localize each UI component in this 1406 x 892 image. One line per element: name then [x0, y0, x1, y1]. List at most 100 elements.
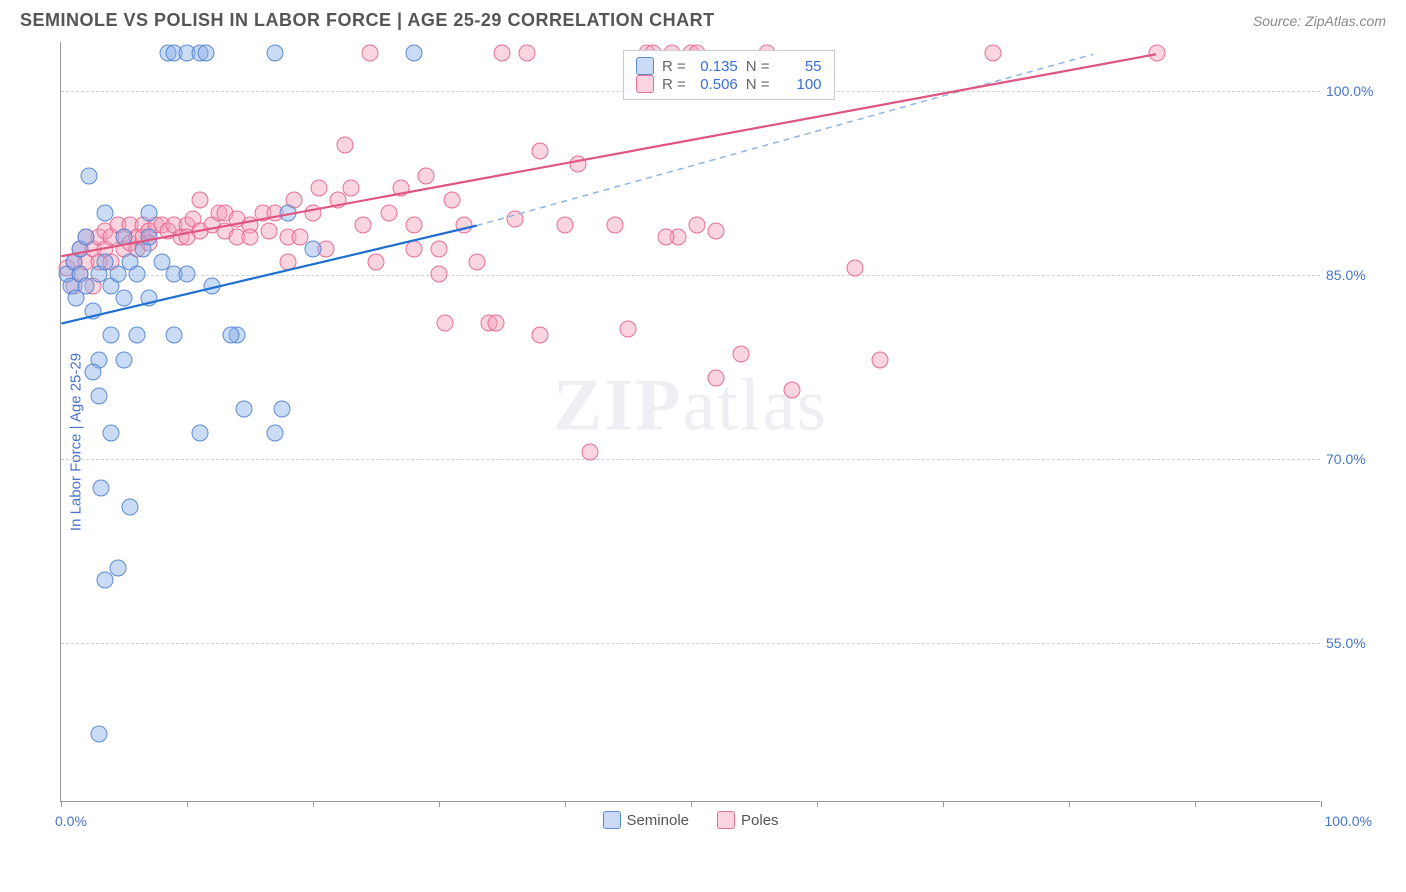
gridline	[61, 643, 1320, 644]
legend-item-poles: Poles	[717, 811, 779, 829]
data-point	[393, 180, 410, 197]
data-point	[431, 241, 448, 258]
data-point	[93, 480, 110, 497]
legend-row-seminole: R = 0.135 N = 55	[636, 57, 822, 75]
watermark-light: atlas	[682, 365, 828, 447]
y-tick-label: 100.0%	[1326, 83, 1378, 99]
data-point	[166, 327, 183, 344]
data-point	[223, 327, 240, 344]
data-point	[361, 45, 378, 62]
data-point	[494, 45, 511, 62]
source-label: Source: ZipAtlas.com	[1253, 13, 1386, 29]
seminole-label: Seminole	[626, 812, 689, 829]
data-point	[531, 327, 548, 344]
data-point	[557, 216, 574, 233]
data-point	[235, 400, 252, 417]
x-axis-label-max: 100.0%	[1325, 813, 1372, 829]
data-point	[90, 725, 107, 742]
seminole-swatch	[636, 57, 654, 75]
legend-row-poles: R = 0.506 N = 100	[636, 75, 822, 93]
data-point	[468, 253, 485, 270]
data-point	[368, 253, 385, 270]
data-point	[242, 229, 259, 246]
data-point	[122, 498, 139, 515]
data-point	[405, 241, 422, 258]
y-tick-label: 70.0%	[1326, 451, 1378, 467]
legend-stats: R = 0.135 N = 55 R = 0.506 N = 100	[623, 50, 835, 100]
data-point	[487, 314, 504, 331]
data-point	[260, 223, 277, 240]
data-point	[141, 204, 158, 221]
data-point	[437, 314, 454, 331]
data-point	[607, 216, 624, 233]
data-point	[279, 253, 296, 270]
n-value-seminole: 55	[778, 58, 822, 75]
data-point	[267, 425, 284, 442]
data-point	[569, 155, 586, 172]
x-tick-mark	[439, 801, 440, 807]
data-point	[872, 351, 889, 368]
poles-swatch-icon	[717, 811, 735, 829]
y-tick-label: 55.0%	[1326, 635, 1378, 651]
data-point	[531, 143, 548, 160]
chart-title: SEMINOLE VS POLISH IN LABOR FORCE | AGE …	[20, 10, 715, 31]
data-point	[109, 560, 126, 577]
data-point	[204, 278, 221, 295]
trend-lines	[61, 42, 1320, 801]
y-tick-label: 85.0%	[1326, 267, 1378, 283]
data-point	[84, 363, 101, 380]
r-value-poles: 0.506	[694, 76, 738, 93]
x-tick-mark	[1195, 801, 1196, 807]
x-tick-mark	[1069, 801, 1070, 807]
watermark-bold: ZIP	[553, 365, 682, 447]
data-point	[97, 204, 114, 221]
data-point	[783, 382, 800, 399]
legend-item-seminole: Seminole	[602, 811, 689, 829]
data-point	[582, 443, 599, 460]
data-point	[267, 45, 284, 62]
data-point	[431, 265, 448, 282]
r-label: R =	[662, 58, 686, 75]
data-point	[443, 192, 460, 209]
data-point	[985, 45, 1002, 62]
gridline	[61, 459, 1320, 460]
data-point	[1149, 45, 1166, 62]
chart-area: In Labor Force | Age 25-29 R = 0.135 N =…	[60, 42, 1380, 842]
data-point	[336, 137, 353, 154]
data-point	[128, 327, 145, 344]
x-tick-mark	[1321, 801, 1322, 807]
n-label: N =	[746, 58, 770, 75]
data-point	[418, 167, 435, 184]
data-point	[179, 265, 196, 282]
data-point	[80, 167, 97, 184]
data-point	[311, 180, 328, 197]
data-point	[657, 229, 674, 246]
data-point	[78, 229, 95, 246]
data-point	[279, 204, 296, 221]
data-point	[733, 345, 750, 362]
data-point	[689, 216, 706, 233]
poles-swatch	[636, 75, 654, 93]
data-point	[103, 327, 120, 344]
data-point	[305, 204, 322, 221]
data-point	[708, 223, 725, 240]
data-point	[116, 290, 133, 307]
watermark: ZIPatlas	[553, 364, 828, 449]
data-point	[305, 241, 322, 258]
poles-label: Poles	[741, 812, 779, 829]
legend-series: Seminole Poles	[602, 811, 778, 829]
data-point	[355, 216, 372, 233]
data-point	[103, 425, 120, 442]
x-tick-mark	[817, 801, 818, 807]
x-tick-mark	[565, 801, 566, 807]
data-point	[191, 192, 208, 209]
r-label: R =	[662, 76, 686, 93]
data-point	[273, 400, 290, 417]
data-point	[141, 290, 158, 307]
data-point	[128, 265, 145, 282]
data-point	[90, 388, 107, 405]
data-point	[116, 229, 133, 246]
data-point	[405, 216, 422, 233]
data-point	[191, 425, 208, 442]
r-value-seminole: 0.135	[694, 58, 738, 75]
